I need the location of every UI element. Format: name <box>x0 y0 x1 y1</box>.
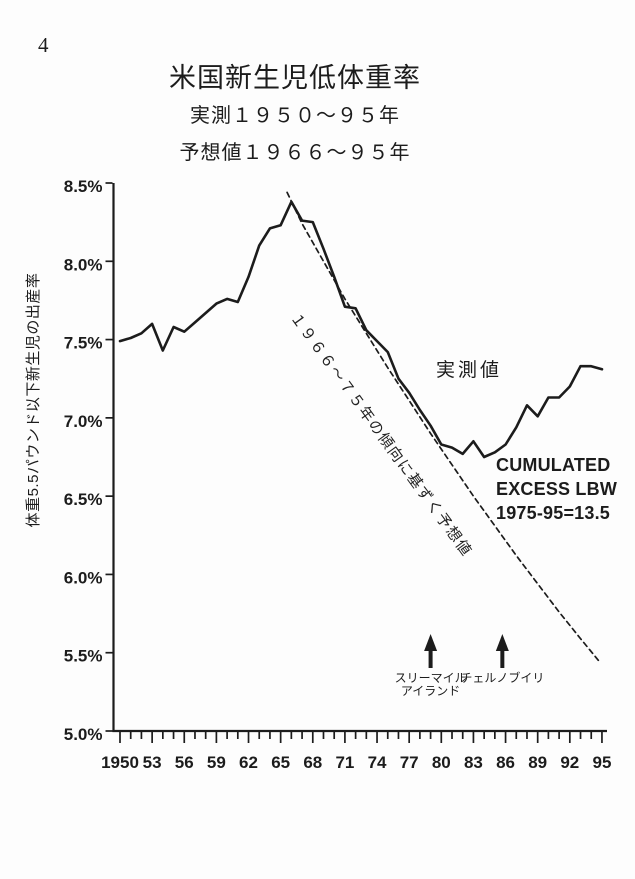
cumulated-excess-note: CUMULATED EXCESS LBW 1975-95=13.5 <box>496 453 617 525</box>
y-tick-label: 7.0% <box>64 412 103 431</box>
y-tick-label: 6.0% <box>64 568 103 587</box>
x-tick-label: 80 <box>432 753 451 772</box>
page-number: 4 <box>38 33 49 57</box>
chart-subtitle-measured: 実測１９５０～９５年 <box>190 105 400 127</box>
x-tick-label: 62 <box>239 753 258 772</box>
x-tick-label: 68 <box>303 753 322 772</box>
actual-series-label: 実測値 <box>436 360 503 381</box>
y-tick-label: 5.0% <box>64 725 103 744</box>
actual-data-line <box>118 200 604 459</box>
event-label-line: スリーマイル <box>394 671 467 685</box>
y-tick-label: 7.5% <box>64 334 103 353</box>
x-tick-label: 74 <box>368 753 387 772</box>
y-tick-label: 8.0% <box>64 255 103 274</box>
x-tick-label: 95 <box>592 753 611 772</box>
event-label: スリーマイル アイランド <box>371 672 491 698</box>
event-label-line: アイランド <box>400 684 461 698</box>
x-tick-label: 86 <box>496 753 515 772</box>
x-tick-label: 89 <box>528 753 547 772</box>
x-tick-label: 65 <box>271 753 290 772</box>
event-arrow <box>424 634 438 668</box>
x-tick-label: 92 <box>560 753 579 772</box>
x-tick-label: 71 <box>335 753 354 772</box>
x-tick-label: 83 <box>464 753 483 772</box>
axes <box>112 183 607 733</box>
chart-title: 米国新生児低体重率 <box>169 63 421 93</box>
x-tick-label: 56 <box>175 753 194 772</box>
cumulated-note-line3: 1975-95=13.5 <box>496 503 611 523</box>
event-arrow-head <box>424 634 438 651</box>
event-label: チェルノブイリ <box>442 672 562 685</box>
x-tick-label: 77 <box>400 753 419 772</box>
event-label-line: チェルノブイリ <box>460 671 545 685</box>
x-tick-label: 53 <box>143 753 162 772</box>
cumulated-note-line1: CUMULATED <box>496 455 611 475</box>
chart-subtitle-predicted: 予想値１９６６～９５年 <box>179 142 411 164</box>
predicted-trend-line <box>286 191 601 663</box>
cumulated-note-line2: EXCESS LBW <box>496 479 618 499</box>
y-tick-label: 8.5% <box>64 177 103 196</box>
y-tick-label: 5.5% <box>64 647 103 666</box>
x-tick-label: 59 <box>207 753 226 772</box>
x-tick-label: 1950 <box>101 753 139 772</box>
event-arrow <box>495 634 509 668</box>
y-tick-label: 6.5% <box>64 490 103 509</box>
event-arrow-head <box>495 634 509 651</box>
